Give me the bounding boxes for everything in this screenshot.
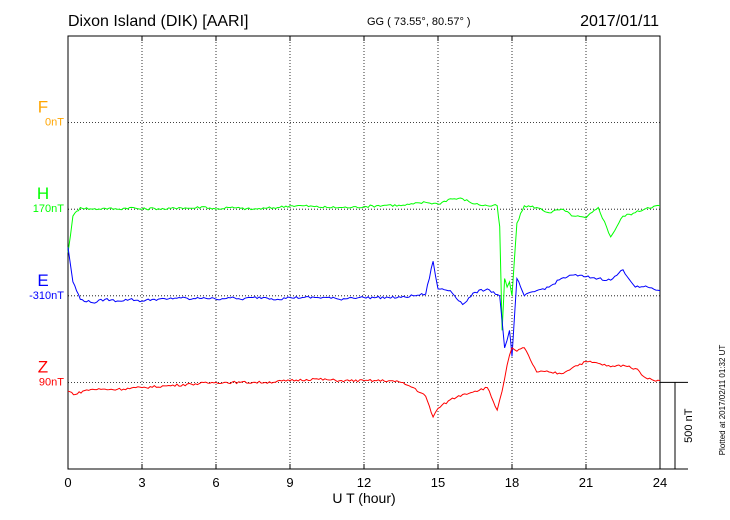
x-tick-label: 15 (431, 475, 445, 490)
plotted-timestamp: Plotted at 2017/02/11 01:32 UT (718, 345, 727, 456)
x-tick-label: 24 (653, 475, 667, 490)
series-line-e (67, 247, 661, 357)
grid-lines (68, 36, 660, 469)
x-tick-label: 9 (286, 475, 293, 490)
series-line-h (67, 197, 661, 331)
baseline-value-f: 0nT (45, 117, 64, 129)
baseline-value-h: 170nT (33, 203, 64, 215)
x-tick-label: 0 (64, 475, 71, 490)
x-axis-ticks: 0 3 6 9 12 15 18 21 24 (64, 36, 667, 490)
x-tick-label: 3 (138, 475, 145, 490)
x-tick-label: 12 (357, 475, 371, 490)
chart-date: 2017/01/11 (580, 13, 659, 30)
station-title: Dixon Island (DIK) [AARI] (68, 13, 249, 30)
series-layer (67, 197, 661, 419)
scale-bar-label: 500 nT (683, 408, 695, 443)
series-line-z (67, 346, 661, 419)
baseline-value-z: 90nT (39, 376, 64, 388)
x-tick-label: 18 (505, 475, 519, 490)
scale-bar: 500 nT (660, 381, 695, 470)
x-axis-title: U T (hour) (332, 490, 395, 506)
geographic-coordinates: GG ( 73.55°, 80.57° ) (367, 16, 471, 28)
component-label-f: F (38, 98, 48, 117)
component-label-e: E (37, 271, 48, 290)
x-tick-label: 6 (212, 475, 219, 490)
component-label-h: H (37, 184, 49, 203)
x-tick-label: 21 (579, 475, 593, 490)
component-label-z: Z (38, 357, 48, 376)
baseline-value-e: -310nT (29, 290, 64, 302)
